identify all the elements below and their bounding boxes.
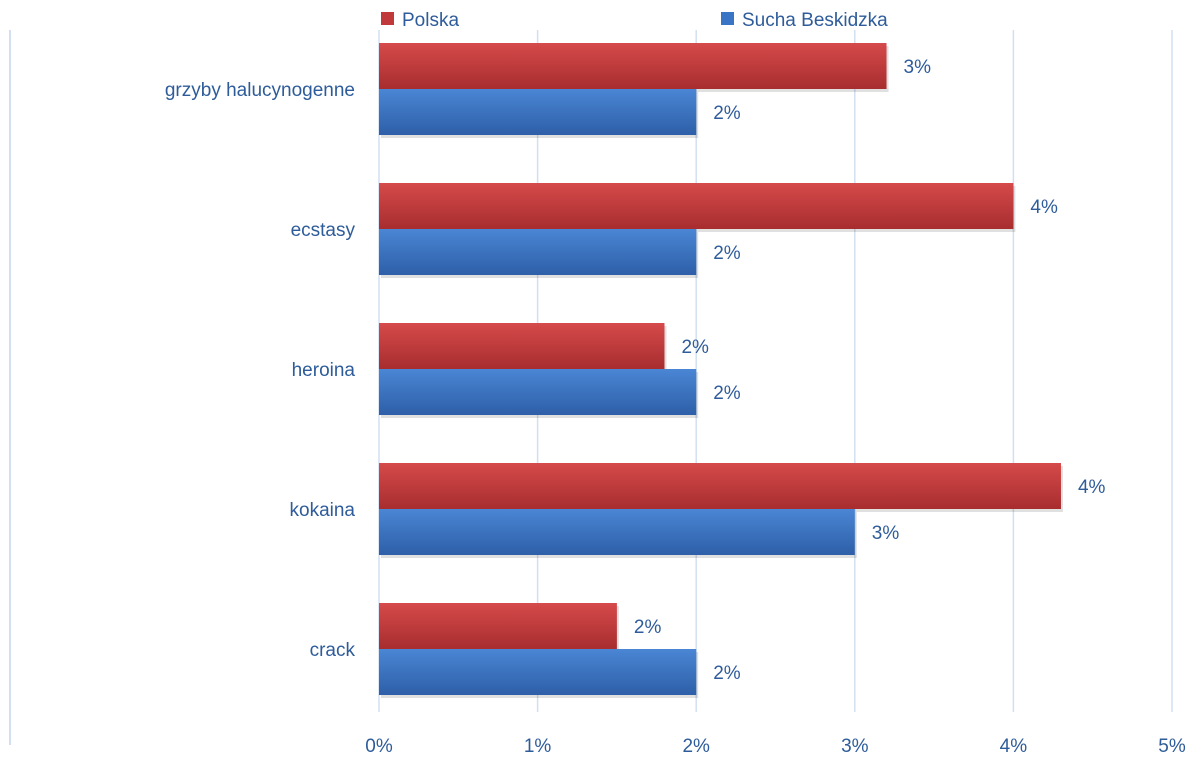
bar-sucha-beskidzka (379, 89, 697, 135)
bar-polska (379, 323, 665, 369)
bar-polska (379, 463, 1061, 509)
legend-swatch (381, 12, 394, 25)
data-label: 2% (681, 337, 709, 358)
category-label: crack (310, 640, 356, 661)
x-tick-label: 3% (841, 736, 869, 757)
bar-sucha-beskidzka (379, 509, 855, 555)
category-label: ecstasy (291, 220, 356, 241)
data-label: 2% (713, 243, 741, 264)
bar-sucha-beskidzka (379, 229, 697, 275)
x-tick-label: 4% (1000, 736, 1028, 757)
data-label: 3% (904, 57, 932, 78)
data-label: 2% (634, 617, 662, 638)
data-label: 2% (713, 103, 741, 124)
category-label: heroina (292, 360, 356, 381)
legend-label: Sucha Beskidzka (742, 10, 888, 31)
category-label: grzyby halucynogenne (165, 80, 355, 101)
gridlines (9, 30, 1173, 745)
labels: 0% 1% 2% 3% 4% 5% grzyby halucynogenne 3% 2% ecst… (165, 57, 1186, 757)
category-label: kokaina (290, 500, 356, 521)
x-tick-label: 0% (365, 736, 393, 757)
bar-polska (379, 183, 1014, 229)
bars (379, 43, 1063, 698)
data-label: 2% (713, 663, 741, 684)
bar-sucha-beskidzka (379, 369, 697, 415)
legend-swatch (721, 12, 734, 25)
x-tick-label: 2% (682, 736, 710, 757)
x-tick-label: 5% (1158, 736, 1186, 757)
bar-sucha-beskidzka (379, 649, 697, 695)
data-label: 4% (1078, 477, 1106, 498)
data-label: 4% (1030, 197, 1058, 218)
data-label: 3% (872, 523, 900, 544)
legend: Polska Sucha Beskidzka (381, 10, 888, 31)
legend-label: Polska (402, 10, 459, 31)
bar-polska (379, 603, 617, 649)
data-label: 2% (713, 383, 741, 404)
bar-polska (379, 43, 887, 89)
x-tick-label: 1% (524, 736, 552, 757)
